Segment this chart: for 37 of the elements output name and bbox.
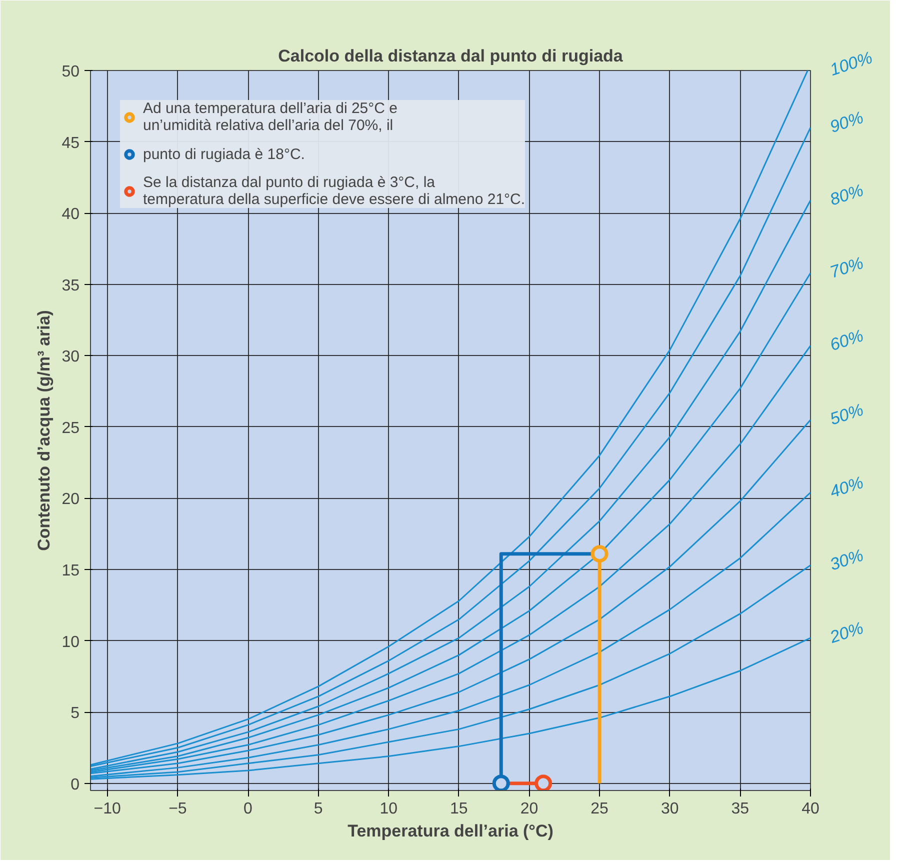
x-tick-label: −10 <box>94 800 122 818</box>
text: 20% <box>826 618 866 648</box>
x-axis-title: Temperatura dell’aria (°C) <box>348 822 554 840</box>
y-tick-label: 5 <box>70 705 80 722</box>
legend-label: Ad una temperatura dell’aria di 25°C e un’umidità relativa dell’aria del 70%, il <box>143 100 398 134</box>
y-tick-label: 45 <box>62 134 80 152</box>
x-tick-label: 40 <box>802 800 820 818</box>
y-axis-title: Contenuto d’acqua (g/m³ aria) <box>34 310 54 551</box>
y-tick-label: 20 <box>62 491 80 508</box>
text: 70% <box>828 253 866 282</box>
text: 50% <box>828 400 866 429</box>
x-tick-label: 15 <box>450 800 468 818</box>
text: 100% <box>828 48 875 80</box>
x-tick-label: −5 <box>168 800 187 818</box>
x-tick-label: 35 <box>731 800 750 818</box>
legend-label: punto di rugiada è 18°C. <box>143 146 305 162</box>
x-tick-label: 30 <box>660 800 679 818</box>
x-tick-label: 25 <box>590 800 609 818</box>
y-tick-label: 10 <box>62 634 80 651</box>
x-tick-label: 10 <box>380 800 398 818</box>
y-tick-label: 0 <box>70 776 80 794</box>
y-tick-label: 15 <box>62 562 80 580</box>
legend-label: Se la distanza dal punto di rugiada è 3°C, la temperatura della superficie deve essere di almeno 21°C. <box>143 174 526 208</box>
y-tick-label: 50 <box>62 64 80 80</box>
x-tick-label: 5 <box>314 800 323 818</box>
y-tick-label: 35 <box>62 277 80 294</box>
y-tick-label: 30 <box>62 348 80 366</box>
y-tick-label: 25 <box>62 420 80 437</box>
text: 40% <box>828 472 866 502</box>
text: 90% <box>828 108 866 137</box>
y-tick-label: 40 <box>62 206 80 224</box>
chart-title: Calcolo della distanza dal punto di rugiada <box>278 46 624 66</box>
text: 30% <box>828 546 866 574</box>
text: 60% <box>828 326 866 355</box>
x-tick-label: 20 <box>520 800 538 818</box>
x-tick-label: 0 <box>244 800 253 818</box>
text: 80% <box>828 180 866 210</box>
